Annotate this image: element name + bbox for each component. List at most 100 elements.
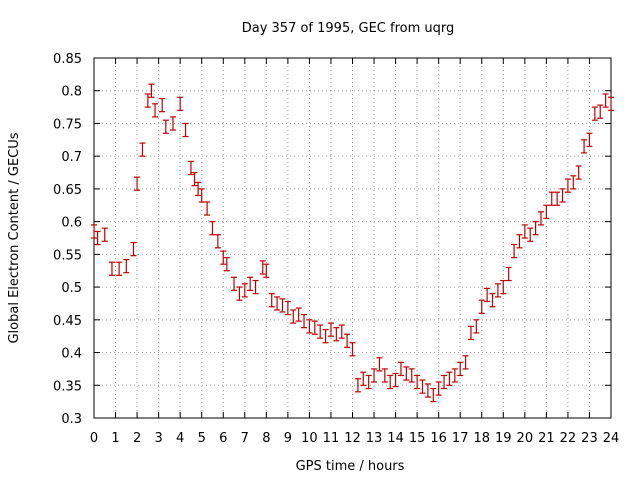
data-point xyxy=(247,276,254,291)
data-point xyxy=(435,381,442,396)
data-point xyxy=(338,324,345,339)
data-point xyxy=(467,325,474,341)
data-point xyxy=(397,361,404,377)
data-point xyxy=(505,266,512,282)
x-tick-label: 7 xyxy=(241,431,249,446)
data-point xyxy=(259,260,266,275)
data-point xyxy=(214,234,221,249)
data-point xyxy=(548,191,555,206)
data-point xyxy=(360,371,367,386)
data-point xyxy=(381,368,388,383)
data-point xyxy=(322,329,329,344)
data-point xyxy=(333,327,340,342)
data-point xyxy=(198,188,205,203)
data-point xyxy=(162,119,169,134)
data-point xyxy=(478,299,485,314)
y-tick-label: 0.6 xyxy=(61,216,82,231)
data-point xyxy=(295,307,302,322)
data-point xyxy=(511,243,518,259)
x-tick-label: 17 xyxy=(452,431,469,446)
data-point xyxy=(473,319,480,334)
data-point xyxy=(134,176,141,191)
axis-ticks: 0 1 2 3 4 5 6 7 8 9 10 11 12 13 14 15 16 17 18 19 20 21 22 23 24… xyxy=(53,52,619,446)
data-point xyxy=(516,234,523,249)
data-point xyxy=(354,378,361,393)
x-tick-label: 3 xyxy=(154,431,162,446)
data-point xyxy=(570,175,577,190)
data-point xyxy=(462,355,469,370)
data-point xyxy=(139,142,146,157)
x-tick-label: 13 xyxy=(366,431,383,446)
data-point xyxy=(586,132,593,147)
data-point xyxy=(101,227,108,242)
x-tick-label: 22 xyxy=(560,431,577,446)
data-point xyxy=(144,93,151,108)
y-tick-label: 0.65 xyxy=(53,183,82,198)
data-point xyxy=(403,366,410,381)
y-tick-label: 0.45 xyxy=(53,314,82,329)
data-point xyxy=(130,241,137,257)
data-point xyxy=(484,287,491,303)
data-point xyxy=(457,361,464,377)
data-point xyxy=(241,283,248,298)
y-axis-label: Global Electron Content / GECUs xyxy=(7,132,22,343)
data-point xyxy=(91,224,97,239)
data-point xyxy=(575,165,582,180)
data-point xyxy=(306,319,313,334)
data-point xyxy=(284,300,291,316)
data-point xyxy=(169,116,176,131)
data-point xyxy=(279,298,286,313)
x-tick-label: 9 xyxy=(284,431,292,446)
y-tick-label: 0.85 xyxy=(53,52,82,67)
y-tick-label: 0.8 xyxy=(61,85,82,100)
data-point xyxy=(408,368,415,383)
data-point xyxy=(564,178,571,193)
data-point xyxy=(521,224,528,239)
data-point xyxy=(365,374,372,390)
data-point xyxy=(494,283,501,298)
data-point xyxy=(602,93,609,108)
data-point xyxy=(608,96,614,111)
data-point xyxy=(94,230,101,246)
y-tick-label: 0.5 xyxy=(61,281,82,296)
x-tick-label: 11 xyxy=(323,431,340,446)
data-point xyxy=(191,171,198,187)
x-tick-label: 2 xyxy=(133,431,141,446)
data-point xyxy=(159,97,166,113)
x-tick-label: 12 xyxy=(344,431,361,446)
x-tick-label: 5 xyxy=(198,431,206,446)
data-points xyxy=(91,83,614,403)
data-point xyxy=(327,322,334,337)
x-tick-label: 6 xyxy=(219,431,227,446)
x-tick-label: 19 xyxy=(495,431,512,446)
x-tick-label: 20 xyxy=(517,431,534,446)
data-point xyxy=(148,83,155,98)
data-point xyxy=(446,371,453,386)
data-point xyxy=(195,181,202,197)
x-tick-label: 0 xyxy=(90,431,98,446)
data-point xyxy=(527,227,534,242)
data-point xyxy=(543,204,550,219)
data-point xyxy=(441,374,448,390)
data-point xyxy=(268,293,275,308)
data-point xyxy=(182,122,189,138)
data-point xyxy=(532,221,539,236)
chart-title: Day 357 of 1995, GEC from uqrg xyxy=(242,21,455,36)
data-point xyxy=(220,250,227,265)
data-point xyxy=(274,296,281,311)
data-point xyxy=(424,383,431,398)
data-point xyxy=(116,261,123,276)
data-point xyxy=(489,293,496,308)
data-point xyxy=(559,188,566,203)
data-point xyxy=(123,259,130,274)
x-tick-label: 15 xyxy=(409,431,426,446)
data-point xyxy=(236,286,243,301)
data-point xyxy=(311,320,318,335)
data-point xyxy=(252,279,259,295)
x-tick-label: 23 xyxy=(581,431,598,446)
data-point xyxy=(204,201,211,216)
data-point xyxy=(209,221,216,236)
data-point xyxy=(451,368,458,383)
